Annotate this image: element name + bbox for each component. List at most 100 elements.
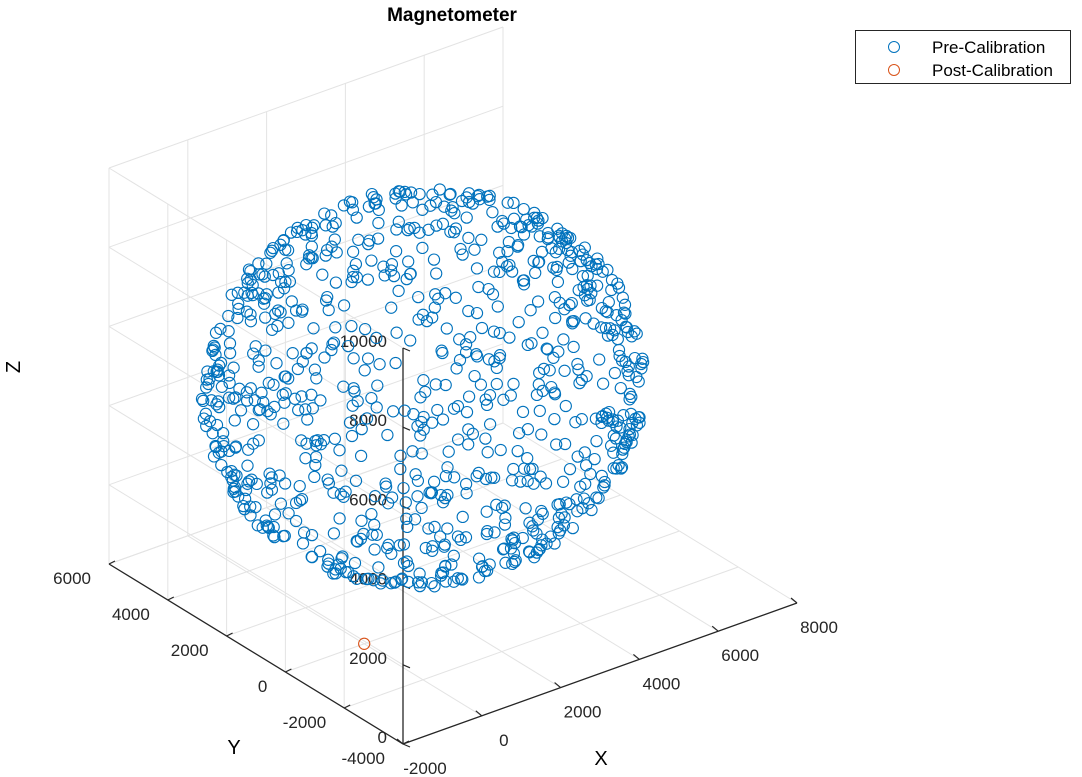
- x-tick-label: 6000: [721, 646, 759, 665]
- pre-calibration-point: [258, 270, 271, 283]
- pre-calibration-point: [468, 369, 481, 383]
- x-tick: [475, 710, 483, 717]
- pre-calibration-point: [470, 262, 484, 275]
- post-calibration-series: [358, 637, 371, 650]
- pre-calibration-point: [493, 246, 506, 259]
- pre-calibration-point: [428, 520, 441, 534]
- pre-calibration-point: [213, 400, 226, 414]
- pre-calibration-point: [536, 533, 549, 546]
- pre-calibration-point: [240, 386, 253, 399]
- pre-calibration-point: [599, 321, 613, 335]
- pre-calibration-point: [436, 346, 449, 360]
- pre-calibration-point: [617, 409, 630, 422]
- pre-calibration-point: [528, 206, 541, 220]
- pre-calibration-point: [223, 346, 237, 360]
- y-axis-label: Y: [227, 737, 240, 759]
- pre-calibration-point: [257, 396, 270, 409]
- pre-calibration-point: [244, 315, 258, 328]
- pre-calibration-point: [491, 220, 504, 233]
- pre-calibration-point: [399, 496, 412, 509]
- pre-calibration-point: [593, 353, 606, 366]
- pre-calibration-point: [355, 422, 368, 436]
- pre-calibration-point: [516, 405, 530, 419]
- pre-calibration-point: [548, 291, 562, 304]
- pre-calibration-point: [363, 234, 376, 247]
- pre-calibration-point: [244, 509, 257, 522]
- pre-calibration-point: [615, 354, 629, 367]
- pre-calibration-point: [551, 520, 564, 534]
- pre-calibration-point: [595, 301, 609, 315]
- pre-calibration-point: [443, 188, 456, 201]
- pre-calibration-point: [389, 245, 403, 258]
- pre-calibration-point: [629, 412, 642, 425]
- pre-calibration-point: [602, 414, 615, 427]
- pre-calibration-point: [507, 377, 520, 391]
- pre-calibration-point: [540, 342, 553, 355]
- pre-calibration-point: [271, 304, 285, 317]
- pre-calibration-point: [407, 408, 420, 421]
- pre-calibration-point: [316, 268, 329, 281]
- grid-lines: [108, 26, 798, 745]
- pre-calibration-point: [486, 206, 499, 219]
- pre-calibration-point: [231, 286, 244, 299]
- pre-calibration-point: [225, 288, 238, 301]
- pre-calibration-point: [451, 530, 465, 543]
- pre-calibration-point: [325, 343, 338, 357]
- pre-calibration-point: [267, 529, 280, 542]
- pre-calibration-point: [321, 290, 334, 304]
- pre-calibration-point: [226, 474, 239, 487]
- pre-calibration-point: [264, 408, 277, 421]
- pre-calibration-point: [412, 313, 425, 326]
- pre-calibration-point: [368, 518, 381, 532]
- pre-calibration-point: [205, 394, 218, 407]
- pre-calibration-point: [605, 283, 618, 297]
- pre-calibration-point: [213, 359, 226, 372]
- pre-calibration-point: [339, 485, 352, 498]
- pre-calibration-point: [548, 412, 561, 426]
- pre-calibration-point: [209, 326, 223, 339]
- pre-calibration-point: [301, 413, 314, 426]
- pre-calibration-point: [210, 418, 224, 432]
- pre-calibration-point: [504, 389, 517, 402]
- z-axis-label: Z: [3, 361, 25, 373]
- pre-calibration-point: [402, 255, 415, 268]
- pre-calibration-point: [628, 325, 641, 338]
- pre-calibration-point: [571, 450, 584, 463]
- pre-calibration-point: [227, 392, 240, 405]
- pre-calibration-point: [361, 352, 375, 365]
- pre-calibration-point: [571, 357, 584, 371]
- pre-calibration-point: [366, 528, 379, 541]
- pre-calibration-point: [432, 292, 445, 305]
- pre-calibration-point: [365, 507, 378, 521]
- pre-calibration-point: [530, 546, 544, 559]
- pre-calibration-point: [249, 340, 262, 353]
- pre-calibration-point: [241, 477, 254, 490]
- pre-calibration-point: [497, 393, 510, 406]
- pre-calibration-point: [628, 351, 641, 365]
- pre-calibration-point: [533, 230, 546, 243]
- pre-calibration-point: [471, 350, 484, 363]
- pre-calibration-point: [368, 543, 381, 556]
- pre-calibration-point: [372, 216, 385, 230]
- pre-calibration-point: [295, 492, 309, 506]
- z-tick-label: 2000: [349, 649, 387, 668]
- pre-calibration-point: [616, 291, 629, 304]
- pre-calibration-point: [516, 274, 530, 287]
- pre-calibration-point: [460, 487, 473, 500]
- pre-calibration-point: [503, 258, 516, 272]
- pre-calibration-point: [228, 468, 241, 481]
- pre-calibration-point: [374, 577, 387, 590]
- pre-calibration-point: [227, 361, 240, 374]
- pre-calibration-point: [400, 555, 413, 568]
- pre-calibration-point: [377, 260, 390, 273]
- pre-calibration-point: [411, 576, 425, 589]
- grid-line: [285, 530, 680, 673]
- pre-calibration-point: [549, 311, 562, 325]
- pre-calibration-point: [241, 459, 254, 472]
- pre-calibration-point: [415, 576, 429, 589]
- pre-calibration-point: [436, 217, 450, 230]
- pre-calibration-point: [271, 319, 284, 333]
- pre-calibration-point: [257, 292, 270, 305]
- y-tick: [226, 632, 233, 637]
- pre-calibration-point: [417, 374, 430, 387]
